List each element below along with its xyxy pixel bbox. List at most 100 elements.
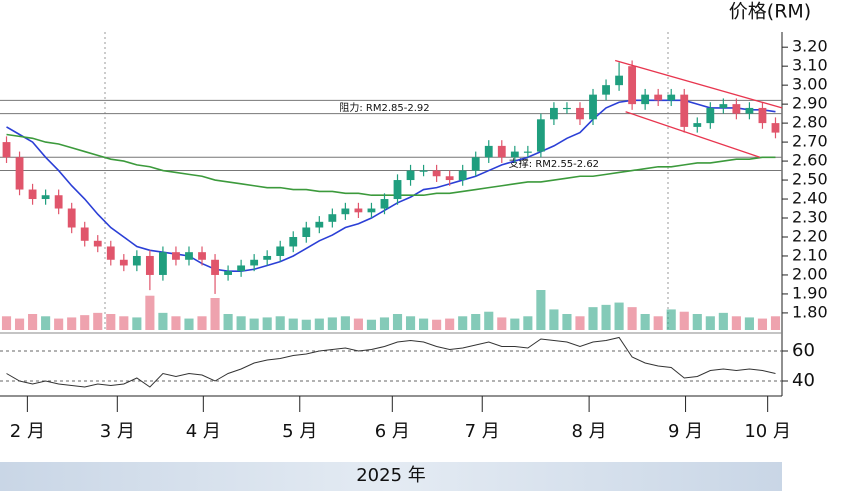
volume-bar — [614, 302, 624, 330]
candle-body — [302, 227, 311, 237]
candle-body — [119, 259, 128, 266]
candle-body — [432, 170, 441, 177]
candle-body — [706, 107, 715, 124]
candle-body — [132, 255, 141, 266]
candle-body — [237, 265, 246, 272]
rsi-tick-label: 40 — [792, 370, 815, 391]
candle-body — [745, 107, 754, 114]
footer-band — [0, 462, 782, 491]
candle-body — [667, 94, 676, 101]
volume-bar — [41, 316, 51, 330]
candle-body — [445, 176, 454, 181]
volume-bar — [93, 312, 103, 330]
y-tick-label: 1.80 — [792, 302, 828, 321]
x-tick-label: 5 月 — [282, 421, 317, 442]
volume-bar — [705, 316, 715, 330]
y-tick-label: 2.40 — [792, 189, 828, 208]
volume-bar — [666, 309, 676, 330]
volume-bar — [562, 314, 572, 330]
candle-body — [315, 221, 324, 228]
candle-body — [419, 170, 428, 172]
volume-bar — [223, 314, 233, 330]
volume-bar — [184, 318, 194, 330]
volume-bar — [588, 307, 598, 330]
candle-body — [406, 170, 415, 181]
volume-bar — [353, 318, 363, 330]
y-tick-label: 1.90 — [792, 283, 828, 302]
rsi-tick-label: 60 — [792, 340, 815, 361]
candle-body — [380, 199, 389, 209]
candle-body — [28, 189, 37, 200]
volume-bar — [510, 318, 520, 330]
candle-body — [602, 85, 610, 95]
candle-body — [523, 151, 532, 153]
volume-bar — [523, 316, 533, 330]
volume-bar — [145, 295, 155, 330]
candle-body — [93, 240, 102, 247]
annotation: 阻力: RM2.85-2.92 — [339, 101, 429, 114]
candle-body — [536, 119, 545, 152]
candle-body — [198, 252, 206, 260]
candle-body — [289, 236, 298, 247]
candle-body — [641, 94, 650, 105]
candle-body — [2, 142, 11, 158]
volume-bar — [536, 290, 546, 330]
y-tick-label: 2.00 — [792, 264, 828, 283]
x-tick-label: 2 月 — [10, 421, 45, 442]
candle-body — [654, 94, 663, 101]
volume-bar — [731, 316, 741, 330]
volume-bar — [340, 316, 350, 330]
volume-bar — [484, 311, 494, 330]
volume-bar — [197, 316, 207, 330]
volume-bar — [210, 298, 220, 330]
x-tick-label: 10 月 — [744, 421, 791, 442]
volume-bar — [132, 317, 142, 330]
candle-body — [719, 104, 728, 108]
candle-body — [263, 255, 272, 260]
volume-bar — [327, 317, 337, 330]
candle-body — [80, 227, 89, 241]
volume-bar — [379, 317, 390, 330]
candle-body — [458, 170, 467, 181]
y-tick-label: 2.30 — [792, 208, 828, 227]
volume-bar — [692, 314, 702, 330]
volume-bar — [744, 317, 754, 330]
volume-bar — [405, 316, 416, 330]
volume-bar — [549, 309, 559, 330]
candle-body — [615, 75, 623, 86]
y-tick-label: 2.70 — [792, 132, 828, 151]
x-tick-label: 8 月 — [572, 421, 607, 442]
candle-body — [732, 104, 741, 114]
trend-line — [625, 111, 761, 158]
candle-body — [341, 208, 350, 215]
candle-body — [693, 123, 702, 127]
candle-body — [41, 195, 50, 200]
x-tick-label: 3 月 — [100, 421, 135, 442]
volume-bar — [575, 316, 585, 330]
volume-bar — [601, 304, 611, 330]
footer-label: 2025 年 — [356, 465, 426, 486]
volume-bar — [679, 311, 689, 330]
volume-bar — [627, 307, 637, 330]
x-tick-label: 4 月 — [186, 421, 221, 442]
y-tick-label: 2.60 — [792, 151, 828, 170]
volume-bar — [288, 318, 298, 330]
volume-bar — [119, 316, 129, 330]
volume-bar — [262, 317, 272, 330]
volume-bar — [640, 314, 650, 330]
candle-body — [54, 195, 63, 209]
trend-line — [614, 59, 783, 109]
volume-bar — [158, 312, 168, 330]
candle-body — [145, 255, 154, 275]
volume-bar — [432, 319, 442, 330]
volume-bar — [445, 318, 455, 330]
candle-body — [211, 259, 219, 275]
volume-bar — [471, 314, 481, 330]
y-tick-label: 3.20 — [792, 37, 828, 56]
volume-bar — [1, 316, 12, 330]
candle-body — [67, 208, 76, 228]
candle-body — [159, 252, 167, 275]
volume-bar — [757, 318, 768, 330]
candle-body — [550, 107, 558, 120]
